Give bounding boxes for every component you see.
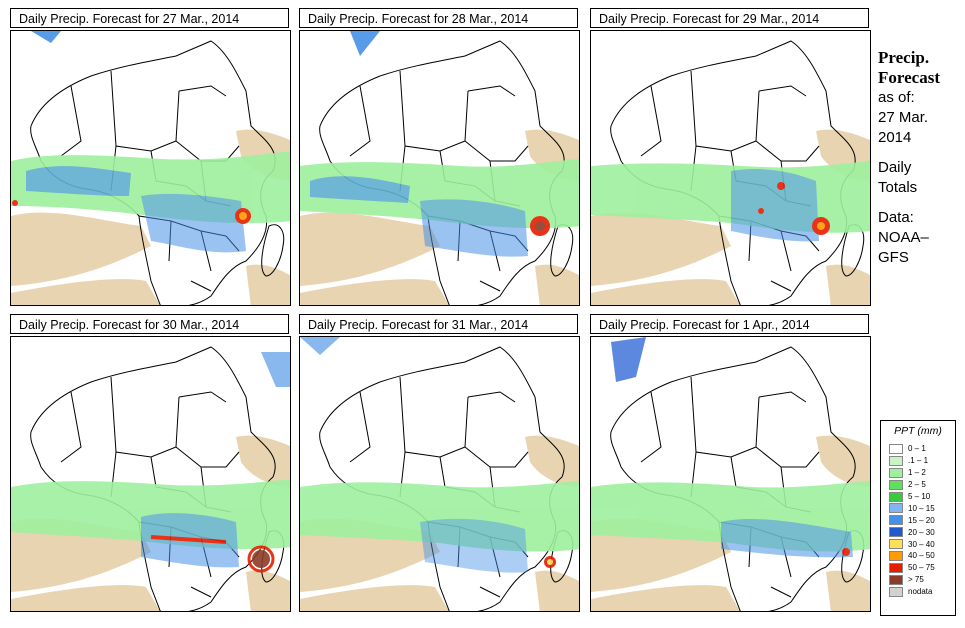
legend-swatch bbox=[889, 527, 903, 538]
legend-item: 15 – 20 bbox=[881, 514, 955, 526]
panel-title: Daily Precip. Forecast for 1 Apr., 2014 bbox=[590, 314, 869, 334]
legend-swatch bbox=[889, 550, 903, 561]
legend-item: 50 – 75 bbox=[881, 562, 955, 574]
legend-item: 1 – 2 bbox=[881, 467, 955, 479]
precip-map bbox=[10, 336, 291, 612]
legend-label: 5 – 10 bbox=[908, 492, 931, 501]
asof-date: 27 Mar. bbox=[878, 109, 929, 126]
precip-map bbox=[590, 30, 871, 306]
legend-item: 30 – 40 bbox=[881, 538, 955, 550]
legend-swatch bbox=[889, 503, 903, 514]
panel-title: Daily Precip. Forecast for 30 Mar., 2014 bbox=[10, 314, 289, 334]
legend-label: 2 – 5 bbox=[908, 480, 926, 490]
forecast-panel-1-apr: Daily Precip. Forecast for 1 Apr., 2014 bbox=[590, 314, 871, 612]
legend-item: 40 – 50 bbox=[881, 550, 955, 562]
legend-swatch bbox=[889, 515, 903, 526]
legend-item: .1 – 1 bbox=[881, 455, 955, 467]
legend-item: 10 – 15 bbox=[881, 502, 955, 514]
precip-map bbox=[10, 30, 291, 306]
forecast-panel-31-mar: Daily Precip. Forecast for 31 Mar., 2014 bbox=[299, 314, 580, 612]
data-label: Data: bbox=[878, 209, 914, 226]
forecast-panel-27-mar: Daily Precip. Forecast for 27 Mar., 2014 bbox=[10, 8, 291, 306]
asof-label: as of: bbox=[878, 89, 915, 106]
legend-label: 20 – 30 bbox=[908, 527, 935, 537]
legend-label: nodata bbox=[908, 587, 933, 597]
legend-item: 2 – 5 bbox=[881, 479, 955, 491]
data-source: NOAA– bbox=[878, 229, 929, 246]
legend-item: 5 – 10 bbox=[881, 491, 955, 503]
legend-swatch bbox=[889, 539, 903, 550]
forecast-panel-30-mar: Daily Precip. Forecast for 30 Mar., 2014 bbox=[10, 314, 291, 612]
legend-label: 1 – 2 bbox=[908, 468, 926, 478]
legend-swatch bbox=[889, 443, 903, 454]
legend-swatch bbox=[889, 491, 903, 502]
asof-year: 2014 bbox=[878, 129, 912, 146]
info-title-line2: Forecast bbox=[878, 68, 940, 87]
legend-label: 40 – 50 bbox=[908, 551, 935, 561]
legend-swatch bbox=[889, 479, 903, 490]
legend-item: 20 – 30 bbox=[881, 526, 955, 538]
legend-swatch bbox=[889, 586, 903, 597]
info-title-line1: Precip. bbox=[878, 48, 930, 67]
precip-map bbox=[299, 30, 580, 306]
legend-title: PPT (mm) bbox=[894, 425, 942, 437]
precip-map bbox=[590, 336, 871, 612]
legend-label: 0 – 1 bbox=[908, 444, 926, 454]
totals-line1: Daily bbox=[878, 159, 912, 176]
legend-swatch bbox=[889, 574, 903, 585]
legend-item: > 75 bbox=[881, 574, 955, 586]
forecast-panel-29-mar: Daily Precip. Forecast for 29 Mar., 2014 bbox=[590, 8, 871, 306]
legend-swatch bbox=[889, 562, 903, 573]
legend-item: 0 – 1 bbox=[881, 443, 955, 455]
legend-swatch bbox=[889, 467, 903, 478]
legend-label: 10 – 15 bbox=[908, 503, 935, 513]
data-source-2: GFS bbox=[878, 249, 909, 266]
forecast-info: Precip. Forecast as of: 27 Mar. 2014 Dai… bbox=[878, 48, 963, 268]
legend-label: .1 – 1 bbox=[908, 456, 929, 466]
precip-map bbox=[299, 336, 580, 612]
legend-label: 15 – 20 bbox=[908, 515, 935, 525]
ppt-legend: PPT (mm) 0 – 1 .1 – 1 1 – 2 2 – 5 5 – 10 10 –… bbox=[880, 420, 956, 616]
panel-title: Daily Precip. Forecast for 27 Mar., 2014 bbox=[10, 8, 289, 28]
panel-title: Daily Precip. Forecast for 28 Mar., 2014 bbox=[299, 8, 578, 28]
legend-label: 30 – 40 bbox=[908, 539, 935, 549]
panel-title: Daily Precip. Forecast for 29 Mar., 2014 bbox=[590, 8, 869, 28]
totals-line2: Totals bbox=[878, 179, 918, 196]
legend-item: nodata bbox=[881, 586, 955, 598]
panel-title: Daily Precip. Forecast for 31 Mar., 2014 bbox=[299, 314, 578, 334]
legend-label: 50 – 75 bbox=[908, 563, 935, 573]
legend-label: > 75 bbox=[908, 575, 924, 585]
legend-swatch bbox=[889, 455, 903, 466]
forecast-panel-28-mar: Daily Precip. Forecast for 28 Mar., 2014 bbox=[299, 8, 580, 306]
